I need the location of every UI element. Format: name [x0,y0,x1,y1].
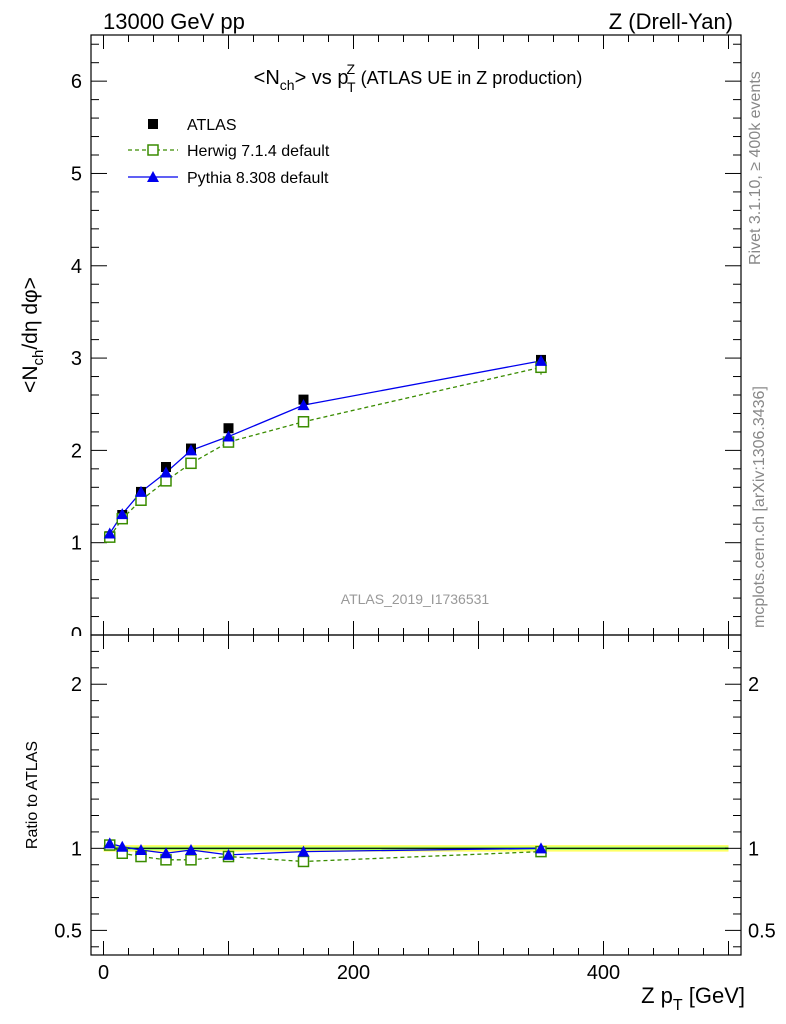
pythia-ratio-point [297,845,310,857]
analysis-watermark: ATLAS_2019_I1736531 [341,591,490,607]
y-tick-label: 5 [71,163,82,185]
herwig-line [109,366,542,538]
x-tick-label: 0 [98,962,109,984]
title-rest: (ATLAS UE in Z production) [356,68,583,88]
herwig-ratio-point [185,854,197,866]
pythia-point [135,485,147,497]
pythia-point [116,508,129,520]
legend: ATLAS Herwig 7.1.4 default Pythia 8.308 … [128,117,330,187]
atlas-point [223,423,234,434]
xlabel-rest: [GeV] [683,983,745,1008]
pythia-ratio-point [222,848,235,860]
y-tick-label: 6 [71,71,82,93]
pythia-point [185,444,197,456]
pythia-ratio-point [103,837,116,849]
ratio-tick-label: 1 [71,838,82,860]
pythia-ratio-point [535,842,547,854]
x-tick-label: 400 [587,962,620,984]
y-zero-mask [60,636,90,650]
y-tick-label: 3 [71,348,82,370]
xlabel-sub: T [673,997,683,1014]
title-sub2: T [347,79,356,95]
x-axis-label: Z pT [GeV] [641,983,745,1014]
title-main: <N [254,67,280,89]
legend-label-herwig: Herwig 7.1.4 default [187,143,330,160]
y-tick-label-zero: 0 [71,624,82,646]
ratio-tick-label: 2 [71,674,82,696]
ylabel-main: <N [19,366,42,393]
pythia-ratio-point [116,840,129,852]
y-tick-label: 1 [71,533,82,555]
herwig-ratio-point [297,855,310,868]
rivet-label: Rivet 3.1.10, ≥ 400k events [747,71,764,265]
chart-dynamic: 0 200 400 1 2 3 4 5 6 0 0.5 0.5 1 1 2 2 [54,34,776,984]
pythia-point [297,399,310,411]
y-tick-label: 2 [71,440,82,462]
pythia-line [109,360,542,534]
pythia-ratio-point [185,843,197,855]
herwig-point [185,457,197,470]
xlabel-main: Z p [641,983,673,1008]
pythia-point [535,354,547,366]
y-axis-label: <Nch/dη dφ> [19,277,47,393]
pythia-ratio-point [160,847,172,859]
pythia-point [222,430,235,442]
pythia-point [160,466,172,478]
legend-marker-herwig [147,144,159,156]
x-tick-label: 200 [337,962,370,984]
pythia-ratio-point [135,843,147,855]
ratio-y-axis-label: Ratio to ATLAS [24,741,41,849]
legend-marker-atlas [148,119,158,129]
ratio-frame [90,634,742,956]
legend-label-pythia: Pythia 8.308 default [187,170,329,187]
ratio-tick-label-right: 0.5 [748,920,776,942]
ylabel-sub: ch [30,350,47,366]
ratio-tick-label-right: 1 [748,838,759,860]
title-sup: Z [346,61,355,77]
ratio-tick-label: 0.5 [54,920,82,942]
legend-marker-pythia [147,171,159,182]
pythia-point [103,527,116,539]
chart-title: <Nch> vs pZ T (ATLAS UE in Z production) [254,61,583,95]
ylabel-rest: /dη dφ> [19,277,42,350]
header-left: 13000 GeV pp [103,9,245,34]
legend-label-atlas: ATLAS [187,117,237,134]
header-right: Z (Drell-Yan) [609,9,733,34]
mcplots-label: mcplots.cern.ch [arXiv:1306.3436] [751,386,768,628]
y-tick-label: 4 [71,256,82,278]
herwig-ratio-line [109,844,542,863]
herwig-point [297,416,310,428]
title-sub: ch [280,77,295,93]
title-mid: > vs p [295,67,349,89]
ratio-tick-label-right: 2 [748,674,759,696]
